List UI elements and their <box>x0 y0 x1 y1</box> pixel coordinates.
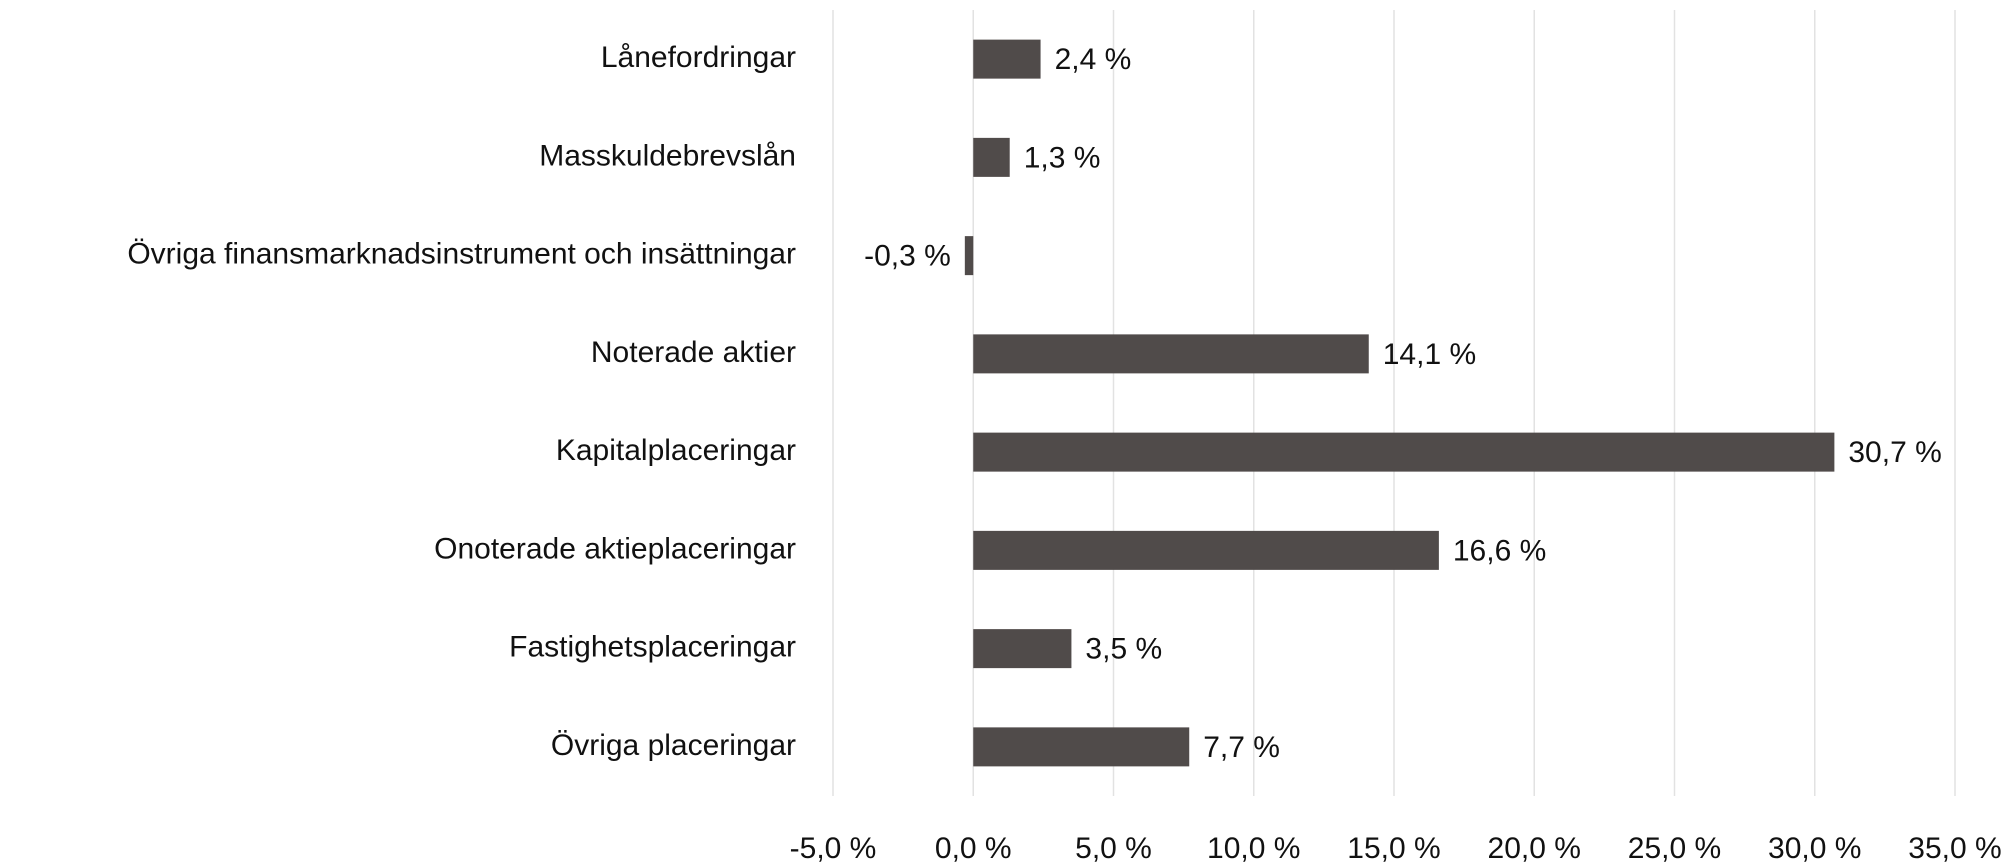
data-label: 30,7 % <box>1848 436 1941 469</box>
data-label: 1,3 % <box>1024 141 1101 174</box>
x-tick-label: 30,0 % <box>1768 832 1861 865</box>
bar <box>973 432 1835 472</box>
y-tick-label: Fastighetsplaceringar <box>509 631 796 664</box>
x-tick-label: 0,0 % <box>935 832 1012 865</box>
x-tick-label: 10,0 % <box>1207 832 1300 865</box>
x-tick-label: 15,0 % <box>1347 832 1440 865</box>
y-tick-label: Lånefordringar <box>601 41 796 74</box>
bar <box>964 236 974 276</box>
y-tick-label: Onoterade aktieplaceringar <box>434 532 796 565</box>
bar <box>973 530 1439 570</box>
x-tick-label: 25,0 % <box>1628 832 1721 865</box>
bar <box>973 629 1072 669</box>
data-label: 2,4 % <box>1055 43 1132 76</box>
bar <box>973 39 1041 79</box>
y-tick-label: Masskuldebrevslån <box>539 139 796 172</box>
y-tick-label: Övriga placeringar <box>551 729 796 762</box>
bar <box>973 334 1369 374</box>
y-tick-label: Övriga finansmarknadsinstrument och insä… <box>127 238 796 271</box>
x-tick-label: 20,0 % <box>1488 832 1581 865</box>
data-label: 7,7 % <box>1203 731 1280 764</box>
data-label: 16,6 % <box>1453 534 1546 567</box>
x-tick-label: 35,0 % <box>1908 832 2001 865</box>
y-tick-label: Kapitalplaceringar <box>556 434 796 467</box>
y-tick-label: Noterade aktier <box>591 336 796 369</box>
data-label: -0,3 % <box>864 240 951 273</box>
x-tick-label: -5,0 % <box>790 832 877 865</box>
bar <box>973 137 1010 177</box>
bar <box>973 727 1190 767</box>
data-label: 14,1 % <box>1383 338 1476 371</box>
data-label: 3,5 % <box>1085 633 1162 666</box>
x-tick-label: 5,0 % <box>1075 832 1152 865</box>
